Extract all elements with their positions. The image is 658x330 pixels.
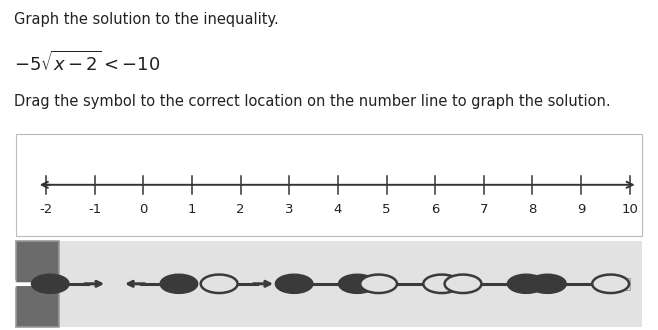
- Text: Graph the solution to the inequality.: Graph the solution to the inequality.: [14, 12, 279, 26]
- Bar: [16, 134, 642, 236]
- Text: -1: -1: [88, 203, 101, 216]
- Text: 6: 6: [431, 203, 440, 216]
- Circle shape: [508, 275, 545, 293]
- Circle shape: [32, 275, 68, 293]
- Text: 4: 4: [334, 203, 342, 216]
- Text: 10: 10: [621, 203, 638, 216]
- Text: Drag the symbol to the correct location on the number line to graph the solution: Drag the symbol to the correct location …: [14, 94, 611, 109]
- Circle shape: [339, 275, 376, 293]
- Circle shape: [423, 275, 460, 293]
- Text: -2: -2: [39, 203, 53, 216]
- Text: 9: 9: [577, 203, 585, 216]
- Bar: [16, 241, 642, 327]
- Circle shape: [445, 275, 482, 293]
- Bar: [16, 241, 59, 327]
- Text: 8: 8: [528, 203, 537, 216]
- Text: 5: 5: [382, 203, 391, 216]
- Text: 1: 1: [188, 203, 196, 216]
- Text: 2: 2: [236, 203, 245, 216]
- Circle shape: [161, 275, 197, 293]
- Circle shape: [201, 275, 238, 293]
- Circle shape: [276, 275, 313, 293]
- Text: 0: 0: [139, 203, 147, 216]
- Text: 3: 3: [285, 203, 293, 216]
- Circle shape: [360, 275, 397, 293]
- Circle shape: [529, 275, 566, 293]
- Text: 7: 7: [480, 203, 488, 216]
- Circle shape: [592, 275, 629, 293]
- Text: 🗑: 🗑: [622, 277, 630, 291]
- Text: $-5\sqrt{x-2} < -10$: $-5\sqrt{x-2} < -10$: [14, 51, 161, 75]
